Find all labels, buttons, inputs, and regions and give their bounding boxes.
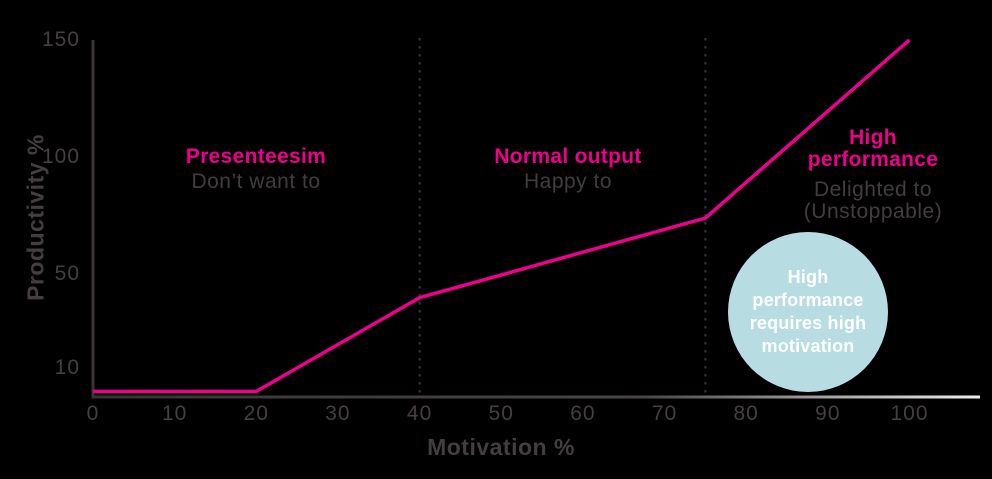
x-tick-label-60: 60 [570,402,596,425]
x-tick-label-90: 90 [815,402,841,425]
callout-text: High performance requires high motivatio… [749,267,867,356]
y-tick-label-50: 50 [54,262,80,286]
productivity-line [93,38,911,394]
zone-title: High performance [807,126,939,171]
zone-subtitle: Happy to [523,170,613,193]
x-tick-label-70: 70 [651,402,678,425]
zone-subtitle: Don’t want to [191,170,321,193]
x-axis-title: Motivation % [427,434,575,460]
zone-subtitle: Delighted to (Unstoppable) [803,178,943,223]
x-tick-label-0: 0 [86,402,100,425]
x-tick-label-30: 30 [325,402,351,425]
y-tick-label-100: 100 [41,145,80,169]
x-tick-label-20: 20 [243,402,269,425]
zone-title: Normal output [494,145,642,168]
zone-label-presenteeism: Presenteesim Don’t want to [141,145,371,193]
callout-circle [728,232,888,392]
x-tick-label-80: 80 [733,402,759,425]
x-tick-label-100: 100 [890,402,929,425]
y-tick-label-150: 150 [41,27,80,51]
x-tick-label-10: 10 [161,402,188,425]
x-tick-label-40: 40 [406,402,433,425]
zone-label-high-performance: High performance Delighted to (Unstoppab… [788,127,958,223]
zone-title: Presenteesim [185,145,327,168]
zone-label-normal-output: Normal output Happy to [453,145,683,193]
y-tick-label-10: 10 [54,355,80,379]
x-tick-label-50: 50 [488,402,514,425]
y-axis-title: Productivity % [22,134,49,301]
